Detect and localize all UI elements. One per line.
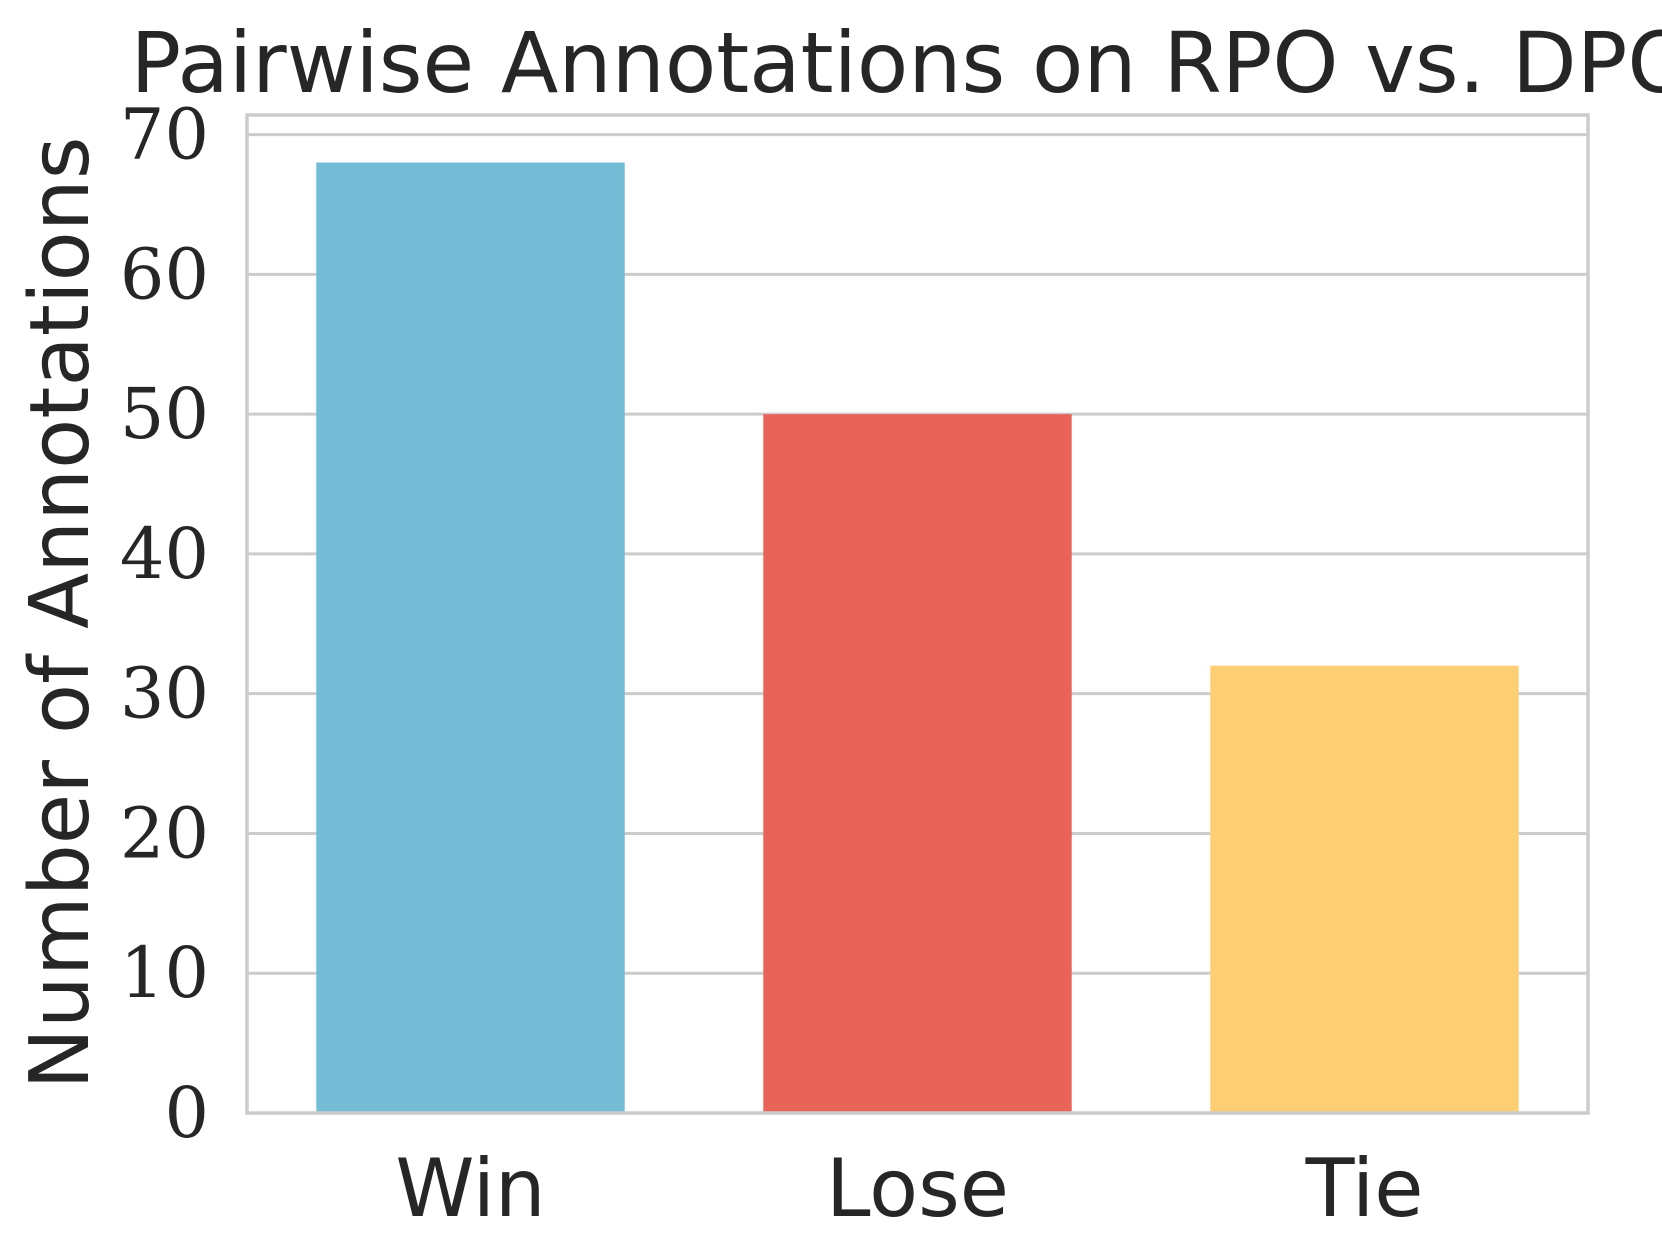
y-tick-label: 20 — [120, 792, 209, 874]
y-tick-label: 10 — [120, 932, 209, 1014]
x-axis-ticks: Win Lose Tie — [395, 1142, 1423, 1235]
y-tick-label: 40 — [120, 513, 209, 595]
y-tick-label: 60 — [120, 233, 209, 315]
x-tick-label: Win — [395, 1142, 545, 1235]
y-tick-label: 50 — [120, 373, 209, 455]
y-tick-label: 0 — [164, 1072, 209, 1154]
plot-frame — [245, 113, 1590, 1115]
y-tick-label: 30 — [120, 653, 209, 735]
y-tick-label: 70 — [120, 94, 209, 176]
bar-win — [316, 162, 625, 1113]
bars — [316, 162, 1519, 1113]
y-axis-ticks: 0 10 20 30 40 50 60 70 — [120, 94, 209, 1154]
x-tick-label: Tie — [1305, 1142, 1424, 1235]
bar-lose — [763, 414, 1072, 1113]
x-tick-label: Lose — [826, 1142, 1009, 1235]
bar-tie — [1210, 665, 1519, 1113]
chart-title: Pairwise Annotations on RPO vs. DPO — [130, 14, 1662, 112]
y-axis-label: Number of Annotations — [13, 137, 108, 1090]
